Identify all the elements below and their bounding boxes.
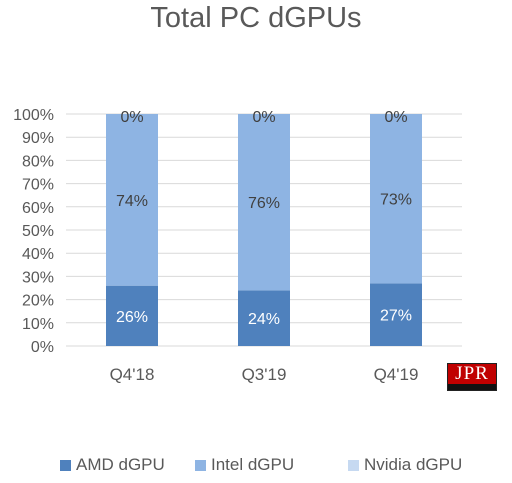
legend-swatch — [348, 459, 359, 471]
y-tick-label: 0% — [31, 339, 54, 356]
data-label: 0% — [384, 109, 407, 126]
legend-label: Intel dGPU — [211, 455, 295, 474]
chart-legend: AMD dGPU Intel dGPU Nvidia dGPU — [0, 455, 512, 477]
x-tick-label: Q3'19 — [242, 365, 287, 384]
data-label: 0% — [120, 109, 143, 126]
legend-label: Nvidia dGPU — [364, 455, 463, 474]
data-label: 74% — [116, 193, 148, 210]
y-tick-label: 50% — [22, 223, 54, 240]
legend-item: AMD dGPU — [60, 455, 165, 475]
jpr-logo-text: JPR — [455, 363, 489, 384]
legend-item: Intel dGPU — [195, 455, 294, 475]
legend-swatch — [60, 459, 71, 471]
data-label: 0% — [252, 109, 275, 126]
bar-segment-intel-dgpu — [106, 114, 158, 286]
chart-plot-area: 0% 10% 20% 30% 40% 50% 60% 70% 80% 90% 100% 26% 74% 0… — [13, 107, 462, 384]
bar-segment-intel-dgpu — [370, 114, 422, 284]
y-tick-label: 90% — [22, 130, 54, 147]
y-tick-label: 30% — [22, 269, 54, 286]
data-label: 27% — [380, 308, 412, 325]
y-tick-label: 20% — [22, 293, 54, 310]
data-label: 24% — [248, 311, 280, 328]
y-tick-label: 70% — [22, 177, 54, 194]
data-label: 73% — [380, 192, 412, 209]
y-tick-label: 60% — [22, 200, 54, 217]
bar-segment-amd-dgpu — [238, 290, 290, 346]
data-label: 26% — [116, 309, 148, 326]
y-tick-label: 40% — [22, 246, 54, 263]
jpr-logo: JPR — [447, 363, 497, 391]
y-tick-label: 80% — [22, 153, 54, 170]
x-tick-label: Q4'19 — [374, 365, 419, 384]
bar-segment-amd-dgpu — [106, 285, 158, 346]
legend-item: Nvidia dGPU — [348, 455, 462, 475]
bar-segment-amd-dgpu — [370, 283, 422, 346]
legend-swatch — [195, 459, 206, 471]
bar-segment-intel-dgpu — [238, 114, 290, 291]
chart-title: Total PC dGPUs — [150, 2, 362, 34]
y-tick-label: 10% — [22, 316, 54, 333]
data-label: 76% — [248, 195, 280, 212]
x-tick-label: Q4'18 — [110, 365, 155, 384]
y-tick-label: 100% — [13, 107, 54, 124]
jpr-logo-subtext-bar — [448, 384, 496, 390]
legend-label: AMD dGPU — [76, 455, 165, 474]
